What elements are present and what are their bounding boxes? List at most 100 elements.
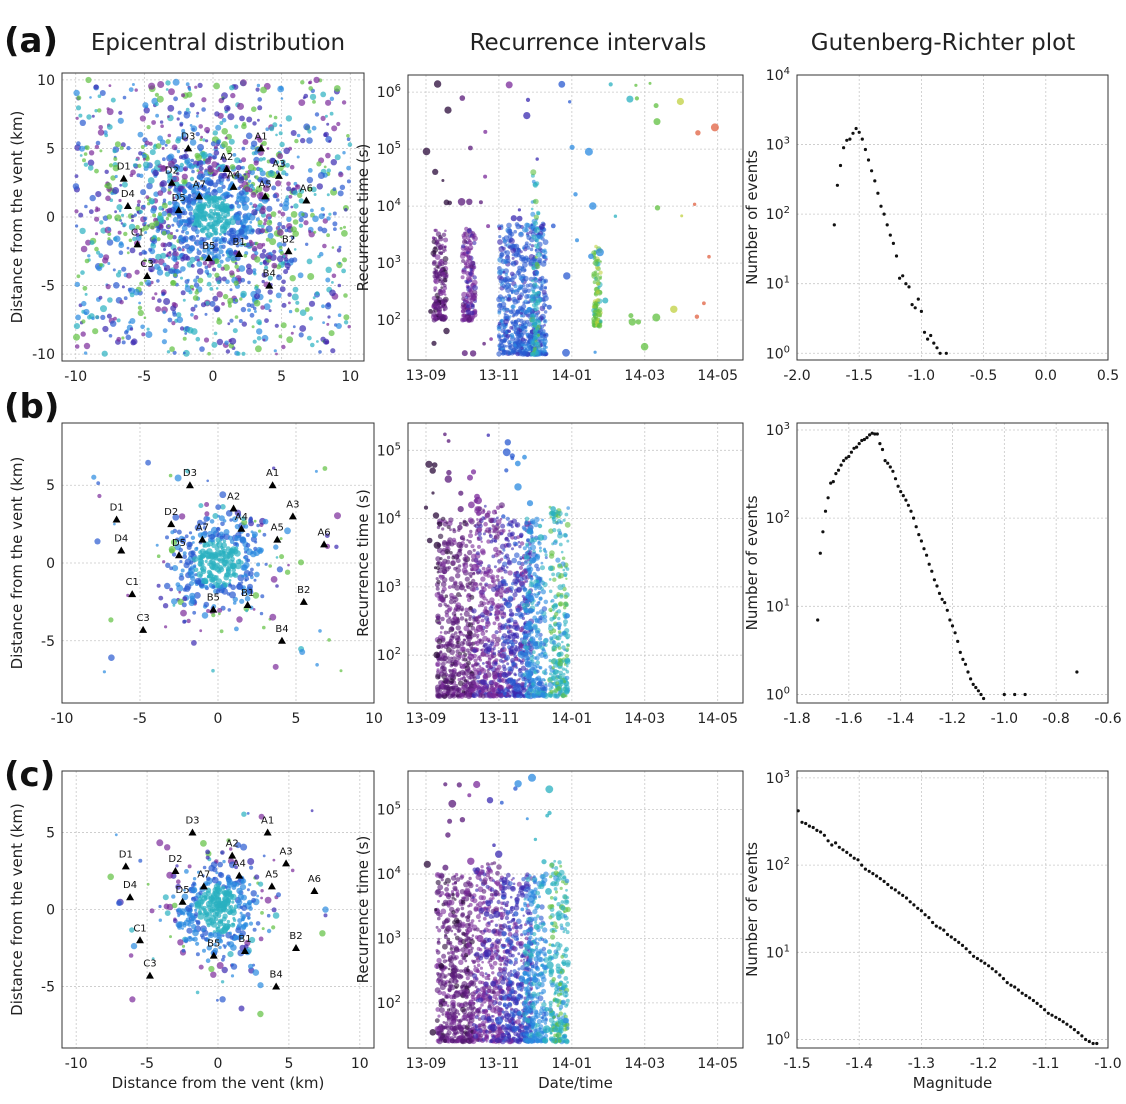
epi-a-epicenter-point — [212, 267, 217, 272]
rec-b-interval-point — [490, 576, 494, 580]
epi-c-epicenter-point — [323, 913, 328, 918]
epi-a-epicenter-point — [289, 275, 296, 282]
epi-a-epicenter-point — [293, 248, 297, 251]
epi-a-epicenter-point — [284, 172, 289, 177]
epi-a-epicenter-point — [139, 281, 144, 286]
epi-b-epicenter-point — [178, 575, 185, 581]
epi-b-x-tick-label: 0 — [214, 711, 223, 727]
station-marker-b2 — [292, 943, 300, 951]
rec-a-interval-point — [523, 289, 528, 294]
rec-b-interval-point — [435, 674, 441, 680]
epi-b-epicenter-point — [175, 582, 181, 587]
epi-a-epicenter-point — [234, 264, 239, 269]
rec-a-interval-point — [443, 237, 449, 243]
epi-a-epicenter-point — [160, 252, 167, 259]
epi-c-epicenter-point — [224, 901, 228, 905]
epi-b-epicenter-point — [206, 479, 209, 483]
epi-a-epicenter-point — [165, 217, 170, 221]
epi-b-epicenter-point — [170, 530, 175, 535]
rec-b-interval-point — [464, 555, 469, 560]
epi-c-epicenter-point — [207, 908, 212, 912]
rec-a-interval-point — [543, 352, 548, 356]
epi-b-epicenter-point — [244, 578, 248, 582]
epi-b-epicenter-point — [174, 474, 182, 482]
epi-a-epicenter-point — [250, 303, 255, 309]
rec-a-interval-point — [502, 270, 506, 274]
station-label-b4: B4 — [263, 269, 276, 280]
epi-c-epicenter-point — [247, 858, 255, 865]
epi-a-epicenter-point — [173, 273, 178, 277]
epi-a-epicenter-point — [135, 224, 140, 230]
epi-a-epicenter-point — [227, 211, 230, 215]
rec-a-interval-point — [508, 351, 512, 356]
station-marker-a5 — [267, 882, 276, 890]
epi-b-epicenter-point — [204, 502, 210, 507]
epi-b-epicenter-point — [223, 554, 230, 561]
epi-a-epicenter-point — [130, 169, 136, 176]
epi-b-epicenter-point — [262, 518, 269, 525]
epi-c-epicenter-point — [116, 900, 122, 906]
rec-b-interval-point — [463, 589, 467, 592]
epi-a-epicenter-point — [329, 289, 336, 297]
epi-a-epicenter-point — [79, 145, 85, 152]
epi-b-epicenter-point — [314, 469, 318, 473]
epi-a-epicenter-point — [137, 309, 144, 317]
epi-a-epicenter-point — [216, 338, 224, 346]
epi-a-epicenter-point — [240, 290, 247, 298]
rec-a-interval-point — [433, 237, 438, 241]
epi-a-epicenter-point — [235, 164, 242, 171]
epi-c-epicenter-point — [210, 861, 218, 868]
rec-a-interval-point — [468, 145, 473, 151]
rec-a-interval-point — [525, 97, 531, 102]
epi-a-epicenter-point — [248, 179, 252, 183]
rec-b-interval-point — [440, 625, 444, 630]
epi-c-epicenter-point — [257, 982, 264, 989]
epi-a-epicenter-point — [75, 116, 79, 120]
epi-a-epicenter-point — [83, 152, 88, 156]
epi-a-epicenter-point — [252, 339, 257, 344]
rec-b-interval-point — [451, 555, 456, 560]
epi-c-epicenter-point — [219, 996, 226, 1003]
epi-a-epicenter-point — [205, 300, 210, 306]
rec-b-x-tick-label: 14-03 — [624, 711, 665, 727]
epi-a-epicenter-point — [105, 182, 112, 189]
rec-a-interval-point — [472, 290, 478, 295]
epi-a-epicenter-point — [311, 125, 317, 131]
epi-a-epicenter-point — [92, 328, 99, 335]
epi-a-epicenter-point — [80, 331, 86, 337]
epi-a-epicenter-point — [195, 336, 201, 342]
epi-b-epicenter-point — [156, 554, 161, 558]
rec-a-interval-point — [652, 313, 661, 322]
epi-a-epicenter-point — [238, 195, 242, 199]
epi-a-epicenter-point — [279, 286, 286, 293]
epi-b-epicenter-point — [169, 587, 174, 592]
epi-c-epicenter-point — [246, 812, 250, 815]
rec-b-interval-point — [455, 602, 462, 608]
epi-a-epicenter-point — [176, 255, 181, 260]
epi-b-epicenter-point — [181, 602, 187, 608]
epi-a-epicenter-point — [172, 196, 176, 200]
epi-a-epicenter-point — [202, 138, 206, 142]
epi-b-epicenter-point — [252, 533, 257, 539]
epi-a-epicenter-point — [212, 154, 218, 160]
epi-a-epicenter-point — [274, 323, 279, 328]
epi-b-epicenter-point — [164, 625, 168, 629]
epi-a-epicenter-point — [95, 315, 100, 320]
epi-a-epicenter-point — [339, 226, 343, 230]
epi-a-epicenter-point — [128, 321, 132, 324]
epi-a-epicenter-point — [82, 285, 88, 291]
rec-b-interval-point — [495, 505, 501, 510]
epi-a-epicenter-point — [179, 162, 184, 168]
epi-a-epicenter-point — [228, 250, 235, 256]
epi-a-epicenter-point — [241, 321, 247, 327]
station-marker-b1 — [243, 601, 252, 608]
rec-a-interval-point — [596, 298, 601, 302]
epi-a-epicenter-point — [338, 261, 341, 265]
epi-c-epicenter-point — [186, 935, 193, 942]
epi-b-epicenter-point — [284, 569, 291, 575]
rec-a-interval-point — [653, 103, 659, 109]
station-label-a2: A2 — [226, 839, 239, 850]
rec-a-y-tick-label: 106 — [377, 83, 401, 101]
epi-a-epicenter-point — [170, 231, 173, 235]
station-label-d2: D2 — [168, 854, 182, 865]
